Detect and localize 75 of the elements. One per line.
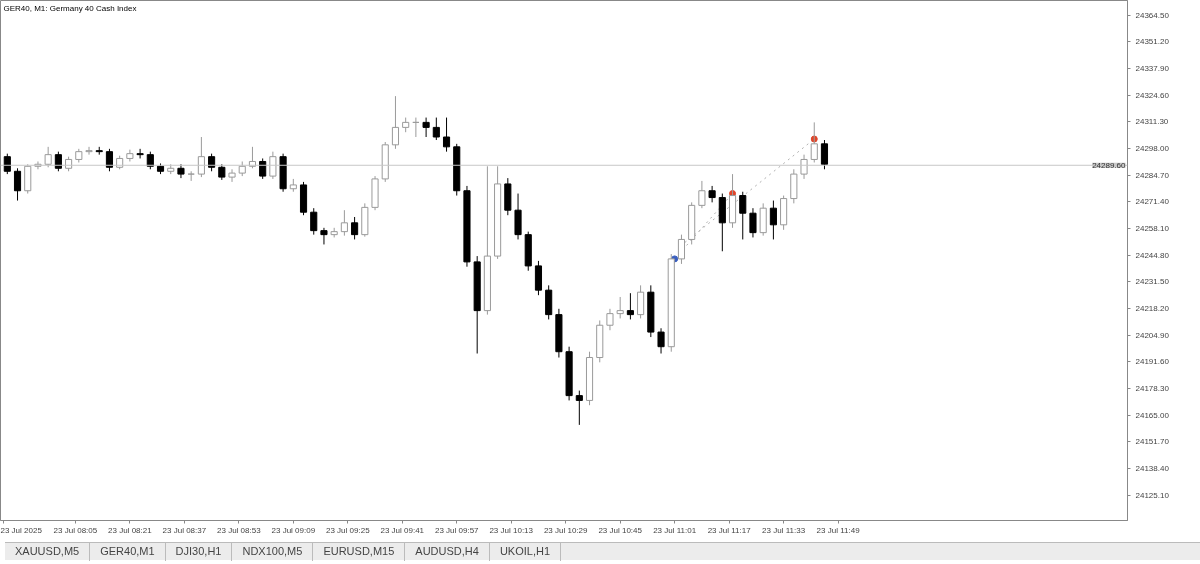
x-tick-label: 23 Jul 11:01: [653, 525, 697, 535]
x-tick-label: 23 Jul 08:53: [217, 525, 262, 535]
x-tick-label: 23 Jul 08:21: [108, 525, 153, 535]
candlestick: [637, 284, 645, 319]
y-tick-label: 24204.90: [1135, 330, 1170, 340]
y-tick-label: 24231.50: [1135, 277, 1170, 287]
x-tick-label: 23 Jul 09:25: [326, 525, 371, 535]
y-tick-label: 24271.40: [1135, 197, 1170, 207]
y-tick-label: 24218.20: [1135, 303, 1170, 313]
x-tick-label: 23 Jul 08:37: [162, 525, 207, 535]
candlestick: [269, 151, 277, 180]
y-tick-label: 24311.30: [1135, 117, 1169, 127]
candlestick: [259, 157, 267, 180]
y-tick-label: 24151.70: [1135, 437, 1170, 447]
candlestick: [442, 117, 451, 153]
candlestick: [708, 185, 716, 203]
x-tick-label: 23 Jul 09:41: [380, 525, 425, 535]
candlestick: [44, 146, 52, 168]
x-tick-label: 23 Jul 08:05: [53, 525, 98, 535]
candlestick: [391, 95, 400, 150]
candlestick: [320, 227, 328, 245]
text: DJI30,H1: [165, 543, 233, 561]
candlestick: [422, 117, 430, 138]
x-tick-label: 23 Jul 2025: [0, 525, 43, 535]
candlestick: [136, 148, 144, 159]
y-tick-label: 24351.20: [1135, 37, 1170, 47]
x-tick-label: 23 Jul 10:45: [598, 525, 643, 535]
candlestick: [13, 167, 22, 202]
candlestick: [432, 117, 440, 141]
text: XAUUSD,M5: [5, 543, 91, 561]
ref-line-label: 24289.60: [1092, 160, 1127, 170]
y-tick-label: 24364.50: [1135, 10, 1170, 20]
text: UKOIL,H1: [489, 543, 562, 561]
candlestick: [657, 327, 665, 355]
candlestick: [677, 234, 686, 265]
candlestick: [351, 216, 359, 240]
x-tick-label: 23 Jul 09:09: [271, 525, 316, 535]
candlestick: [310, 207, 318, 236]
candlestick: [749, 207, 757, 238]
text: AUDUSD,H4: [405, 543, 490, 561]
candlestick: [698, 180, 706, 209]
candlestick: [197, 136, 205, 178]
x-tick-label: 23 Jul 11:49: [816, 525, 861, 535]
x-tick-label: 23 Jul 10:13: [489, 525, 534, 535]
y-tick-label: 24244.80: [1135, 250, 1170, 260]
candlestick: [800, 154, 808, 180]
y-tick-label: 24324.60: [1135, 90, 1170, 100]
candlestick: [626, 292, 634, 320]
x-tick-label: 23 Jul 11:33: [762, 525, 806, 535]
candlestick: [810, 121, 818, 163]
text: EURUSD,M15: [313, 543, 406, 561]
candlestick: [85, 146, 93, 156]
candlestick: [616, 296, 624, 319]
text: NDX100,M5: [232, 543, 314, 561]
y-tick-label: 24298.00: [1135, 143, 1170, 153]
y-tick-label: 24178.30: [1135, 383, 1170, 393]
x-tick-label: 23 Jul 09:57: [434, 525, 480, 535]
y-tick-label: 24125.10: [1135, 490, 1170, 500]
y-tick-label: 24258.10: [1135, 223, 1170, 233]
x-tick-label: 23 Jul 11:17: [707, 525, 752, 535]
candlestick: [340, 209, 348, 237]
y-tick-label: 24284.70: [1135, 170, 1170, 180]
y-tick-label: 24165.00: [1135, 410, 1170, 420]
candlestick: [769, 200, 777, 240]
candlestick: [228, 168, 236, 183]
y-tick-label: 24337.90: [1135, 63, 1170, 73]
y-tick-label: 24138.40: [1135, 463, 1170, 473]
text: GER40,M1: [90, 543, 166, 561]
candlestick: [739, 191, 747, 240]
candlestick: [820, 139, 829, 170]
candlestick: [575, 390, 583, 426]
chart-title: GER40, M1: Germany 40 Cash Index: [3, 3, 137, 13]
x-tick-label: 23 Jul 10:29: [543, 525, 589, 535]
y-tick-label: 24191.60: [1135, 357, 1170, 367]
candlestick: [606, 308, 614, 331]
